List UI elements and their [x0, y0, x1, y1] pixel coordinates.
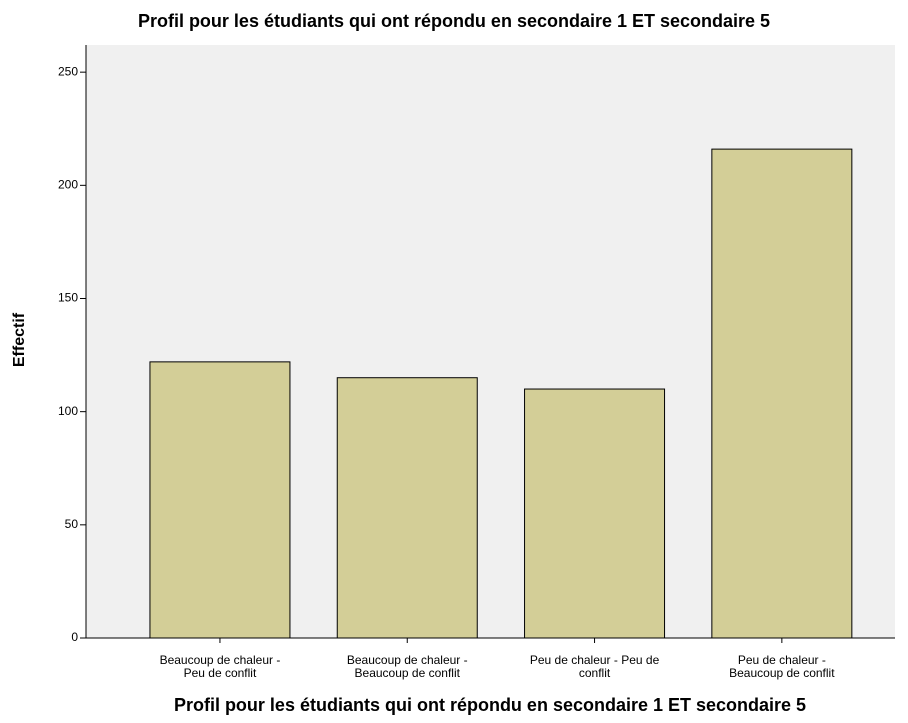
x-tick-label: Beaucoup de chaleur - Peu de conflit	[159, 653, 281, 680]
x-axis-title: Profil pour les étudiants qui ont répond…	[174, 695, 806, 715]
bar	[149, 361, 291, 639]
x-tick-label: Peu de chaleur - Peu de conflit	[529, 653, 660, 680]
y-tick-label: 50	[65, 517, 79, 531]
y-tick-label: 100	[58, 404, 78, 418]
chart-title: Profil pour les étudiants qui ont répond…	[138, 11, 770, 31]
y-tick-label: 250	[58, 64, 78, 78]
bar	[524, 388, 666, 639]
bar	[711, 148, 853, 639]
y-tick-label: 150	[58, 291, 78, 305]
y-axis-title: Effectif	[11, 312, 28, 367]
x-tick-label: Beaucoup de chaleur - Beaucoup de confli…	[346, 653, 468, 680]
y-tick-label: 200	[58, 178, 78, 192]
x-tick-label: Peu de chaleur - Beaucoup de conflit	[729, 653, 835, 680]
bar	[336, 377, 478, 639]
y-tick-label: 0	[71, 630, 78, 644]
